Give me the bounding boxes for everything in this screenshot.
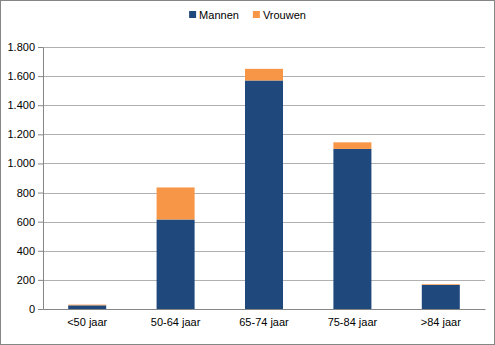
y-tick: 600: [17, 216, 43, 228]
bar: [157, 187, 195, 219]
y-axis: 0 200 400 600 800 1.000 1.200 1.400 1.600 1.800: [7, 41, 43, 315]
y-tick-label: 600: [17, 216, 35, 228]
legend-swatch: [189, 11, 196, 18]
y-tick-label: 200: [17, 274, 35, 286]
y-axis-line: [43, 48, 44, 310]
bar: [422, 285, 460, 309]
legend-label: Mannen: [199, 9, 239, 21]
bar: [422, 284, 460, 286]
grid-line: [43, 309, 485, 310]
series: [68, 80, 460, 309]
x-axis-line: [44, 309, 486, 310]
y-tick-mark: [38, 193, 43, 194]
legend-item: Mannen: [189, 9, 239, 21]
y-tick-label: 1.400: [7, 99, 35, 111]
bar: [245, 69, 283, 81]
chart: 0 200 400 600 800 1.000 1.200 1.400 1.600 1.800 <5…: [0, 0, 495, 345]
y-tick-mark: [38, 105, 43, 106]
x-tick: >84 jaar: [421, 316, 461, 328]
grid-line: [43, 47, 485, 48]
y-tick-mark: [38, 47, 43, 48]
series: [68, 69, 460, 306]
y-tick-label: 400: [17, 245, 35, 257]
y-tick-mark: [38, 280, 43, 281]
y-tick-label: 1.800: [7, 41, 35, 53]
x-tick-label: 50-64 jaar: [151, 316, 201, 328]
legend: Mannen Vrouwen: [189, 9, 306, 21]
y-tick-label: 1.600: [7, 70, 35, 82]
y-tick: 1.000: [7, 157, 43, 169]
y-tick-mark: [38, 163, 43, 164]
x-tick: 75-84 jaar: [328, 316, 378, 328]
x-tick-label: 75-84 jaar: [328, 316, 378, 328]
bar: [68, 304, 106, 306]
x-tick: 65-74 jaar: [239, 316, 289, 328]
legend-swatch: [253, 11, 260, 18]
y-tick: 1.600: [7, 70, 43, 82]
x-tick-label: <50 jaar: [67, 316, 107, 328]
y-tick-mark: [38, 76, 43, 77]
y-tick: 800: [17, 187, 43, 199]
x-tick-label: 65-74 jaar: [239, 316, 289, 328]
legend-item: Vrouwen: [253, 9, 306, 21]
y-tick: 0: [29, 303, 43, 315]
y-tick: 1.200: [7, 128, 43, 140]
y-tick-mark: [38, 222, 43, 223]
y-tick: 400: [17, 245, 43, 257]
y-tick-label: 0: [29, 303, 35, 315]
y-tick: 1.400: [7, 99, 43, 111]
y-tick-label: 1.000: [7, 157, 35, 169]
x-tick: 50-64 jaar: [151, 316, 201, 328]
y-tick-mark: [38, 134, 43, 135]
y-tick-mark: [38, 309, 43, 310]
bar: [333, 142, 371, 149]
bar: [333, 149, 371, 309]
bar: [68, 305, 106, 309]
bars: [68, 69, 460, 309]
y-tick: 200: [17, 274, 43, 286]
y-tick-mark: [38, 251, 43, 252]
grid: [43, 48, 485, 310]
plot-area: 0 200 400 600 800 1.000 1.200 1.400 1.600 1.800 <5…: [7, 41, 485, 328]
y-tick: 1.800: [7, 41, 43, 53]
x-tick: <50 jaar: [67, 316, 107, 328]
legend-label: Vrouwen: [263, 9, 306, 21]
y-tick-label: 800: [17, 187, 35, 199]
bar: [245, 80, 283, 309]
y-tick-label: 1.200: [7, 128, 35, 140]
bar: [157, 219, 195, 309]
x-tick-label: >84 jaar: [421, 316, 461, 328]
chart-border: [1, 1, 495, 345]
x-axis: <50 jaar 50-64 jaar 65-74 jaar 75-84 jaar >8…: [44, 310, 486, 328]
